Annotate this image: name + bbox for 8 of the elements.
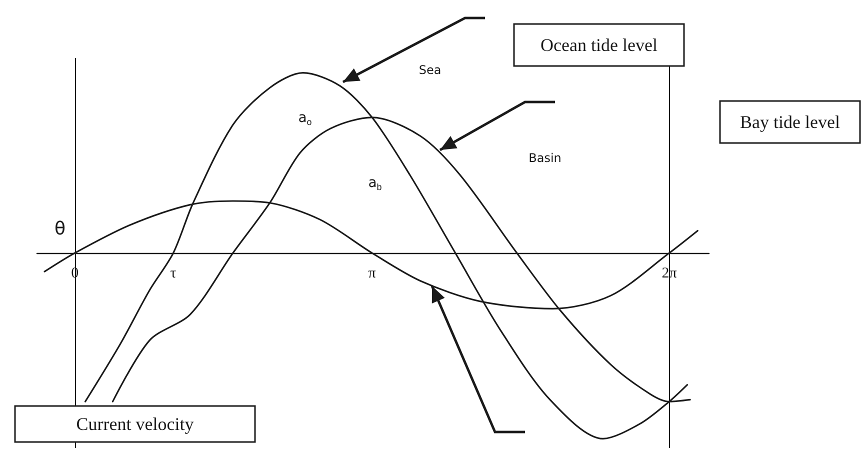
annotation: Sea bbox=[418, 63, 442, 77]
x-tick-label: π bbox=[368, 266, 376, 282]
annotation: Basin bbox=[528, 151, 562, 165]
text: Current velocity bbox=[76, 414, 194, 434]
text: Bay tide level bbox=[740, 112, 840, 132]
x-tick-label: τ bbox=[170, 266, 176, 282]
annotation: θ bbox=[54, 218, 66, 240]
text: Ocean tide level bbox=[540, 35, 658, 55]
